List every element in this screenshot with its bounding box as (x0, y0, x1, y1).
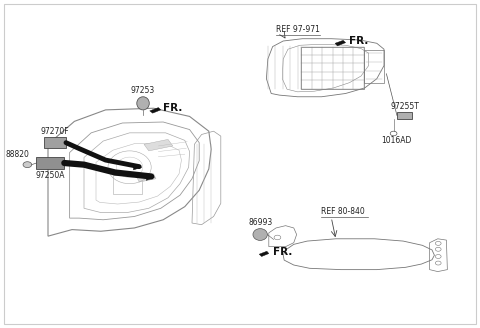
Text: FR.: FR. (273, 247, 292, 257)
Text: 97255T: 97255T (390, 102, 419, 111)
Text: 97250A: 97250A (36, 171, 65, 180)
Text: 97270F: 97270F (41, 127, 70, 136)
Polygon shape (146, 173, 155, 180)
Circle shape (23, 162, 32, 168)
Polygon shape (144, 139, 173, 151)
Text: REF 80-840: REF 80-840 (321, 208, 364, 216)
Bar (397, 112, 412, 119)
Polygon shape (259, 251, 269, 256)
Ellipse shape (253, 229, 267, 240)
Text: 1016AD: 1016AD (381, 135, 411, 145)
Text: 86993: 86993 (248, 218, 272, 227)
Bar (44, 137, 66, 148)
Text: 88820: 88820 (5, 150, 29, 159)
Bar (36, 157, 64, 169)
Polygon shape (150, 108, 161, 113)
Text: FR.: FR. (163, 103, 182, 113)
Polygon shape (137, 174, 156, 182)
Text: 97253: 97253 (131, 86, 155, 95)
Ellipse shape (137, 97, 149, 110)
Polygon shape (133, 164, 142, 170)
Text: REF 97-971: REF 97-971 (276, 26, 320, 34)
Text: FR.: FR. (349, 36, 369, 46)
Polygon shape (335, 40, 346, 46)
